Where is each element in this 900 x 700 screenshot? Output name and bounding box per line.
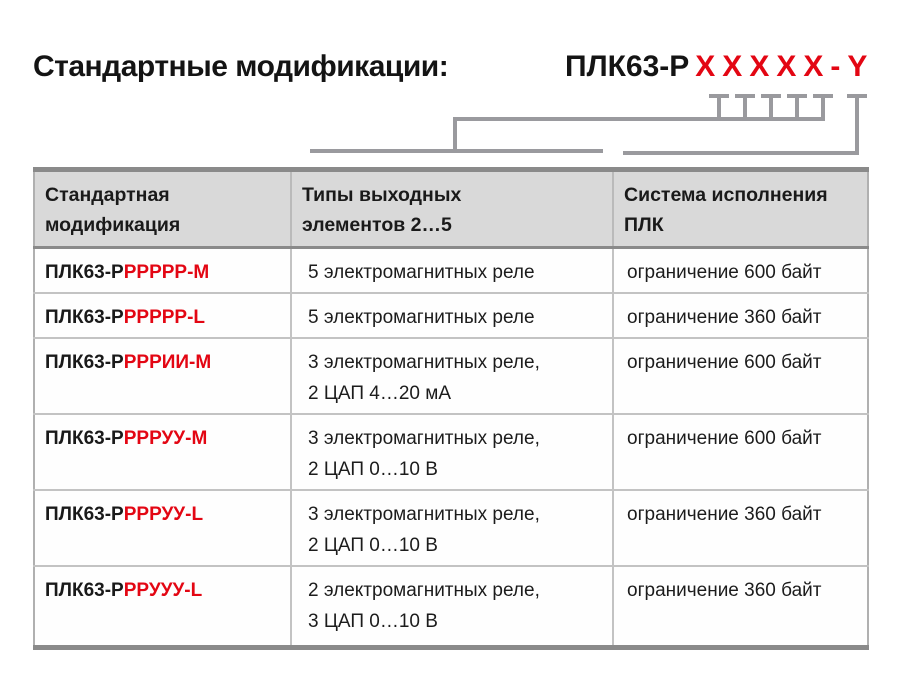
model-code-variable: XXXXX-Y: [695, 50, 875, 83]
x-tick-stem-3: [769, 94, 773, 121]
table-row: ПЛК63-РРРРУУ-М 3 электромагнитных реле, …: [34, 413, 868, 490]
model-name-prefix: ПЛК63-Р: [45, 504, 124, 525]
page-title: Стандартные модификации:: [33, 50, 449, 83]
x-bracket-horizontal: [453, 117, 825, 121]
x-bracket-drop: [453, 117, 457, 153]
model-name-cell: ПЛК63-РРРРИИ-М: [34, 337, 291, 414]
model-name-variant: РРРУУ-L: [123, 504, 204, 525]
y-tick-stem: [855, 94, 859, 155]
model-code-legend: ПЛК63-Р XXXXX-Y: [565, 50, 874, 84]
output-elements-cell: 3 электромагнитных реле, 2 ЦАП 4…20 мА: [290, 337, 613, 414]
model-code-prefix: ПЛК63-Р: [565, 50, 690, 83]
table-row: ПЛК63-РРРРРР-М 5 электромагнитных реле о…: [34, 247, 868, 293]
model-name-cell: ПЛК63-РРРРРР-L: [34, 292, 291, 338]
model-name-prefix: ПЛК63-Р: [45, 580, 124, 601]
table-row: ПЛК63-РРРУУУ-L 2 электромагнитных реле, …: [34, 565, 868, 647]
x-tick-stem-4: [795, 94, 799, 121]
model-name-variant: РРРРР-L: [123, 307, 206, 328]
runtime-limit-cell: ограничение 360 байт: [612, 489, 868, 566]
model-name-variant: РРРРР-М: [123, 262, 210, 283]
output-elements-cell: 3 электромагнитных реле, 2 ЦАП 0…10 В: [290, 413, 613, 490]
model-name-variant: РРРИИ-М: [123, 352, 212, 373]
runtime-limit-cell: ограничение 360 байт: [612, 565, 868, 647]
output-elements-cell: 5 электромагнитных реле: [290, 292, 613, 338]
table-row: ПЛК63-РРРРИИ-М 3 электромагнитных реле, …: [34, 337, 868, 414]
runtime-limit-cell: ограничение 360 байт: [612, 292, 868, 338]
runtime-limit-cell: ограничение 600 байт: [612, 337, 868, 414]
model-name-cell: ПЛК63-РРРРУУ-L: [34, 489, 291, 566]
model-name-prefix: ПЛК63-Р: [45, 352, 124, 373]
table-row: ПЛК63-РРРРУУ-L 3 электромагнитных реле, …: [34, 489, 868, 566]
model-name-cell: ПЛК63-РРРУУУ-L: [34, 565, 291, 647]
model-name-prefix: ПЛК63-Р: [45, 262, 124, 283]
runtime-limit-cell: ограничение 600 байт: [612, 413, 868, 490]
model-name-variant: РРРУУ-М: [123, 428, 208, 449]
output-elements-cell: 3 электромагнитных реле, 2 ЦАП 0…10 В: [290, 489, 613, 566]
header-plc-runtime-system: Система исполнения ПЛК: [612, 169, 868, 249]
runtime-limit-cell: ограничение 600 байт: [612, 247, 868, 293]
table-header-row: Стандартная модификация Типы выходных эл…: [34, 169, 868, 249]
model-name-variant: РРУУУ-L: [123, 580, 203, 601]
header-standard-modification: Стандартная модификация: [34, 169, 291, 249]
model-name-prefix: ПЛК63-Р: [45, 428, 124, 449]
modifications-table: Стандартная модификация Типы выходных эл…: [33, 167, 869, 650]
header-output-element-types: Типы выходных элементов 2…5: [290, 169, 613, 249]
model-name-cell: ПЛК63-РРРРУУ-М: [34, 413, 291, 490]
outputs-column-pointer-line: [310, 149, 603, 153]
table-row: ПЛК63-РРРРРР-L 5 электромагнитных реле о…: [34, 292, 868, 338]
model-name-cell: ПЛК63-РРРРРР-М: [34, 247, 291, 293]
model-name-prefix: ПЛК63-Р: [45, 307, 124, 328]
x-tick-stem-1: [717, 94, 721, 121]
x-tick-stem-5: [821, 94, 825, 121]
output-elements-cell: 5 электромагнитных реле: [290, 247, 613, 293]
x-tick-stem-2: [743, 94, 747, 121]
output-elements-cell: 2 электромагнитных реле, 3 ЦАП 0…10 В: [290, 565, 613, 647]
system-column-pointer-line: [623, 151, 859, 155]
